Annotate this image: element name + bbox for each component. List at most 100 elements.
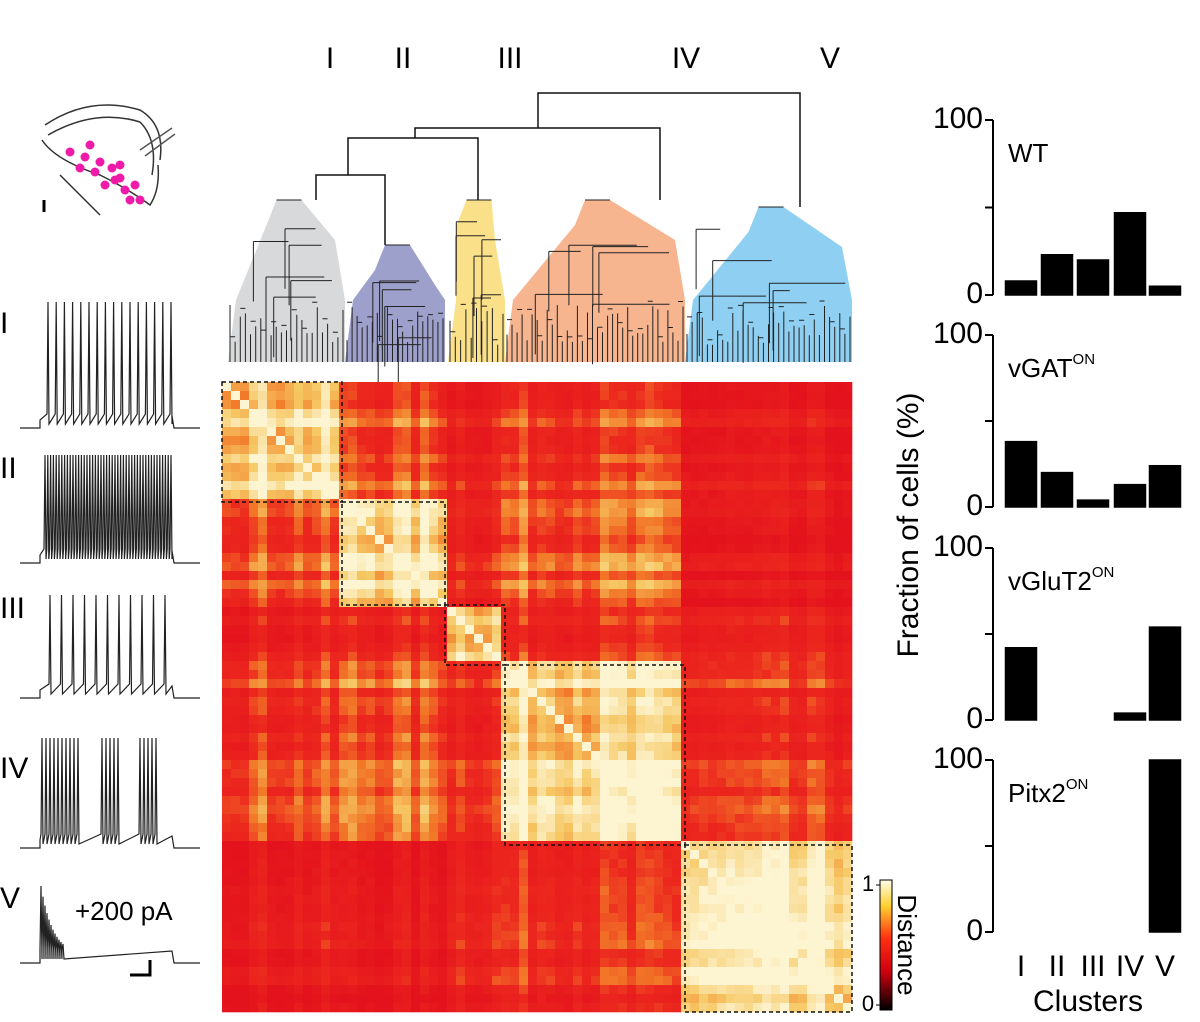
heatmap-cell xyxy=(366,544,376,554)
heatmap-cell xyxy=(843,760,853,770)
cluster-label: III xyxy=(497,42,522,75)
heatmap-cell xyxy=(411,877,421,887)
heatmap-cell xyxy=(429,445,439,455)
heatmap-cell xyxy=(564,895,574,905)
heatmap-cell xyxy=(402,517,412,527)
heatmap-cell xyxy=(564,760,574,770)
heatmap-cell xyxy=(483,499,493,509)
heatmap-cell xyxy=(231,940,241,950)
heatmap-cell xyxy=(330,967,340,977)
heatmap-cell xyxy=(735,805,745,815)
heatmap-cell xyxy=(627,805,637,815)
heatmap-cell xyxy=(330,913,340,923)
heatmap-cell xyxy=(339,526,349,536)
heatmap-cell xyxy=(690,400,700,410)
heatmap-cell xyxy=(510,652,520,662)
heatmap-cell xyxy=(789,652,799,662)
heatmap-cell xyxy=(717,904,727,914)
heatmap-cell xyxy=(420,823,430,833)
heatmap-cell xyxy=(330,679,340,689)
heatmap-cell xyxy=(609,985,619,995)
heatmap-cell xyxy=(681,553,691,563)
heatmap-cell xyxy=(330,823,340,833)
heatmap-cell xyxy=(636,994,646,1004)
heatmap-cell xyxy=(501,967,511,977)
heatmap-cell xyxy=(825,697,835,707)
heatmap-cell xyxy=(429,751,439,761)
heatmap-cell xyxy=(312,463,322,473)
heatmap-cell xyxy=(690,859,700,869)
heatmap-cell xyxy=(402,562,412,572)
heatmap-cell xyxy=(825,706,835,716)
heatmap-cell xyxy=(438,706,448,716)
heatmap-cell xyxy=(708,904,718,914)
heatmap-cell xyxy=(519,742,529,752)
heatmap-cell xyxy=(618,895,628,905)
heatmap-cell xyxy=(537,994,547,1004)
heatmap-cell xyxy=(654,427,664,437)
heatmap-cell xyxy=(681,643,691,653)
heatmap-cell xyxy=(834,724,844,734)
heatmap-cell xyxy=(330,607,340,617)
heatmap-cell xyxy=(654,940,664,950)
heatmap-cell xyxy=(366,958,376,968)
heatmap-cell xyxy=(222,553,232,563)
heatmap-cell xyxy=(411,706,421,716)
heatmap-cell xyxy=(681,517,691,527)
heatmap-cell xyxy=(402,868,412,878)
heatmap-cell xyxy=(789,382,799,392)
heatmap-cell xyxy=(438,814,448,824)
heatmap-cell xyxy=(420,643,430,653)
heatmap-cell xyxy=(834,769,844,779)
heatmap-cell xyxy=(402,805,412,815)
heatmap-cell xyxy=(726,967,736,977)
heatmap-cell xyxy=(627,787,637,797)
heatmap-cell xyxy=(357,670,367,680)
heatmap-cell xyxy=(357,427,367,437)
heatmap-cell xyxy=(330,787,340,797)
heatmap-cell xyxy=(312,751,322,761)
heatmap-cell xyxy=(285,409,295,419)
heatmap-cell xyxy=(330,652,340,662)
heatmap-cell xyxy=(573,670,583,680)
heatmap-cell xyxy=(438,985,448,995)
heatmap-cell xyxy=(789,616,799,626)
heatmap-cell xyxy=(564,931,574,941)
heatmap-cell xyxy=(690,490,700,500)
heatmap-cell xyxy=(780,877,790,887)
heatmap-cell xyxy=(483,670,493,680)
heatmap-cell xyxy=(267,652,277,662)
heatmap-cell xyxy=(663,940,673,950)
heatmap-cell xyxy=(618,697,628,707)
heatmap-cell xyxy=(816,850,826,860)
heatmap-cell xyxy=(285,895,295,905)
heatmap-cell xyxy=(834,409,844,419)
heatmap-cell xyxy=(393,967,403,977)
heatmap-cell xyxy=(474,724,484,734)
heatmap-cell xyxy=(789,742,799,752)
heatmap-cell xyxy=(636,859,646,869)
heatmap-cell xyxy=(258,661,268,671)
heatmap-cell xyxy=(393,733,403,743)
heatmap-cell xyxy=(222,967,232,977)
heatmap-cell xyxy=(519,517,529,527)
heatmap-cell xyxy=(816,967,826,977)
heatmap-cell xyxy=(834,508,844,518)
heatmap-cell xyxy=(537,913,547,923)
heatmap-cell xyxy=(780,949,790,959)
heatmap-cell xyxy=(474,472,484,482)
heatmap-cell xyxy=(699,814,709,824)
heatmap-cell xyxy=(375,652,385,662)
heatmap-cell xyxy=(681,958,691,968)
heatmap-cell xyxy=(609,418,619,428)
heatmap-cell xyxy=(393,472,403,482)
heatmap-cell xyxy=(420,913,430,923)
heatmap-cell xyxy=(411,994,421,1004)
heatmap-cell xyxy=(843,904,853,914)
heatmap-cell xyxy=(537,517,547,527)
heatmap-cell xyxy=(402,940,412,950)
heatmap-cell xyxy=(663,823,673,833)
heatmap-cell xyxy=(240,679,250,689)
heatmap-cell xyxy=(519,382,529,392)
heatmap-cell xyxy=(231,823,241,833)
